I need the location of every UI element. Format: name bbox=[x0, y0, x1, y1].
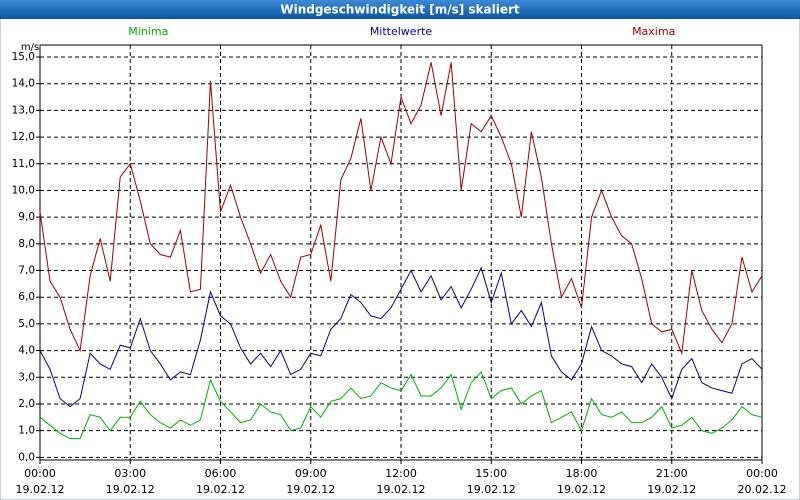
x-tick-label: 00:00 bbox=[746, 467, 778, 480]
x-tick-label: 09:00 bbox=[295, 467, 327, 480]
y-tick-label: 14,0 bbox=[12, 78, 35, 90]
series-line bbox=[39, 62, 763, 356]
y-tick-label: 11,0 bbox=[12, 158, 35, 170]
x-tick-date: 19.02.12 bbox=[106, 483, 155, 496]
y-axis-label: m/s bbox=[21, 42, 39, 53]
legend-entry: Maxima bbox=[632, 25, 675, 38]
y-tick-label: 1,0 bbox=[18, 425, 35, 437]
y-tick-label: 15,0 bbox=[12, 51, 35, 63]
x-tick-label: 12:00 bbox=[385, 467, 417, 480]
x-tick-date: 20.02.12 bbox=[738, 483, 787, 496]
y-tick-label: 6,0 bbox=[18, 291, 35, 303]
y-tick-label: 5,0 bbox=[18, 318, 35, 330]
y-tick-label: 2,0 bbox=[18, 398, 35, 410]
x-tick-date: 19.02.12 bbox=[467, 483, 516, 496]
y-tick-label: 0,0 bbox=[18, 451, 35, 463]
x-tick-date: 19.02.12 bbox=[557, 483, 606, 496]
series-line bbox=[39, 266, 763, 408]
y-tick-label: 10,0 bbox=[12, 184, 35, 196]
x-tick-label: 21:00 bbox=[656, 467, 688, 480]
plot-frame bbox=[39, 44, 763, 461]
y-tick-label: 13,0 bbox=[12, 104, 35, 116]
x-tick-date: 19.02.12 bbox=[196, 483, 245, 496]
y-tick-label: 9,0 bbox=[18, 211, 35, 223]
series-line bbox=[39, 371, 763, 440]
x-tick-date: 19.02.12 bbox=[286, 483, 335, 496]
x-tick-label: 06:00 bbox=[205, 467, 237, 480]
x-tick-label: 00:00 bbox=[24, 467, 56, 480]
y-tick-label: 12,0 bbox=[12, 131, 35, 143]
x-tick-label: 15:00 bbox=[475, 467, 507, 480]
y-tick-label: 4,0 bbox=[18, 345, 35, 357]
x-tick-date: 19.02.12 bbox=[647, 483, 696, 496]
legend-entry: Minima bbox=[128, 25, 168, 38]
x-tick-date: 19.02.12 bbox=[16, 483, 65, 496]
y-tick-label: 3,0 bbox=[18, 371, 35, 383]
x-tick-date: 19.02.12 bbox=[377, 483, 426, 496]
y-tick-label: 7,0 bbox=[18, 265, 35, 277]
x-tick-label: 03:00 bbox=[114, 467, 146, 480]
title-bar bbox=[0, 0, 800, 19]
x-tick-label: 18:00 bbox=[566, 467, 598, 480]
y-tick-label: 8,0 bbox=[18, 238, 35, 250]
legend-entry: Mittelwerte bbox=[370, 25, 433, 38]
chart-title: Windgeschwindigkeit [m/s] skaliert bbox=[280, 3, 520, 17]
